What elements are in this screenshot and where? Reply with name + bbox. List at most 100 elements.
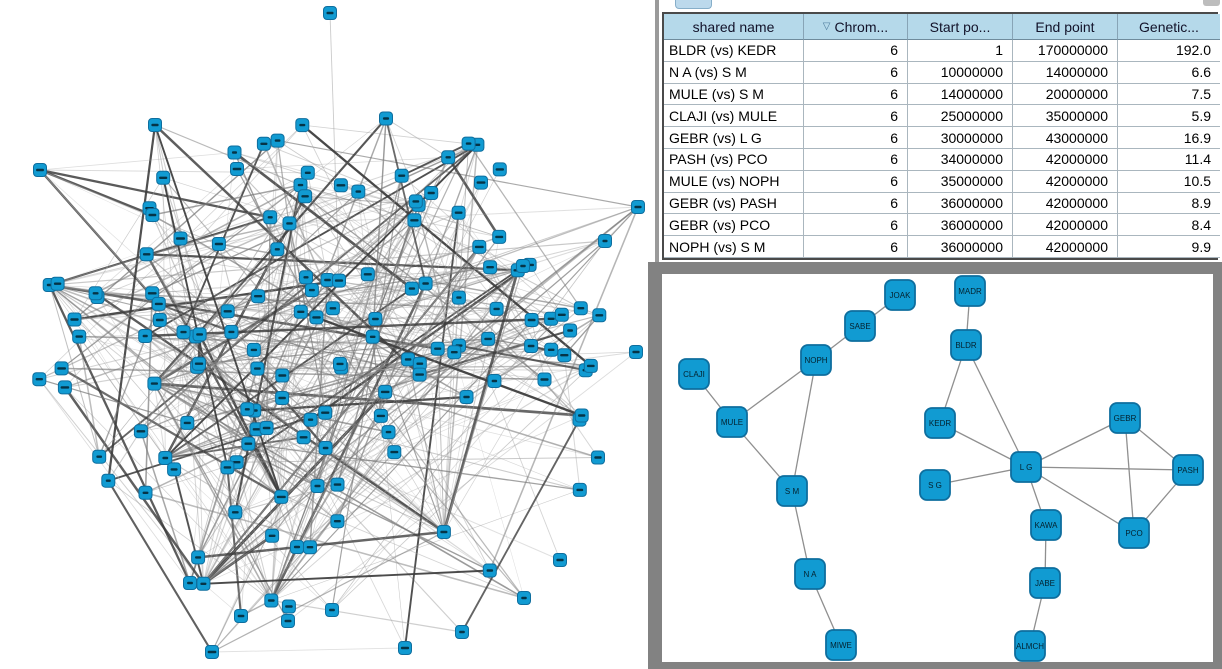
network-edge[interactable] — [271, 599, 463, 633]
network-edge[interactable] — [182, 332, 204, 584]
node-l-g[interactable]: L G — [1010, 451, 1042, 483]
network-node[interactable] — [318, 405, 333, 420]
network-edge[interactable] — [301, 124, 421, 364]
node-mule[interactable]: MULE — [716, 406, 748, 438]
network-node[interactable] — [57, 380, 72, 395]
network-edge[interactable] — [266, 427, 445, 533]
network-node[interactable] — [404, 281, 419, 296]
network-node[interactable] — [167, 462, 182, 477]
network-node[interactable] — [387, 445, 402, 460]
network-edge[interactable] — [299, 185, 339, 485]
network-edge[interactable] — [78, 336, 100, 457]
network-edge[interactable] — [329, 12, 340, 281]
network-edge[interactable] — [202, 534, 273, 585]
network-node[interactable] — [325, 301, 340, 316]
network-node[interactable] — [481, 331, 496, 346]
network-node[interactable] — [430, 341, 445, 356]
network-edge[interactable] — [281, 431, 389, 498]
network-edge[interactable] — [197, 330, 571, 558]
network-node[interactable] — [275, 368, 290, 383]
network-edge[interactable] — [154, 383, 386, 393]
network-edge[interactable] — [198, 333, 283, 498]
network-edge[interactable] — [140, 336, 373, 432]
network-edge[interactable] — [234, 152, 308, 174]
network-node[interactable] — [563, 323, 578, 338]
network-node[interactable] — [517, 591, 531, 605]
main-network-canvas[interactable] — [0, 0, 655, 669]
node-miwe[interactable]: MIWE — [825, 629, 857, 661]
network-edge[interactable] — [162, 177, 229, 468]
network-edge[interactable] — [49, 284, 249, 445]
network-edge[interactable] — [202, 467, 228, 584]
network-edge[interactable] — [300, 310, 583, 417]
network-edge[interactable] — [458, 212, 565, 356]
network-edge[interactable] — [164, 283, 426, 459]
network-node[interactable] — [139, 247, 154, 262]
network-node[interactable] — [220, 304, 235, 319]
network-edge[interactable] — [145, 317, 552, 338]
network-edge[interactable] — [144, 293, 153, 493]
network-edge[interactable] — [154, 383, 580, 491]
network-edge[interactable] — [145, 492, 525, 599]
node-s-m[interactable]: S M — [776, 475, 808, 507]
network-node[interactable] — [281, 599, 296, 614]
network-node[interactable] — [270, 242, 285, 257]
network-edge[interactable] — [256, 184, 302, 369]
network-node[interactable] — [191, 550, 206, 565]
network-node[interactable] — [50, 276, 65, 291]
network-edge[interactable] — [384, 318, 552, 393]
network-edge[interactable] — [95, 292, 497, 310]
network-edge[interactable] — [146, 254, 307, 278]
network-edge[interactable] — [236, 156, 449, 170]
table-row[interactable]: PASH (vs) PCO 6 34000000 42000000 11.4 — [664, 148, 1220, 171]
network-node[interactable] — [298, 189, 313, 204]
network-edge[interactable] — [211, 201, 417, 653]
node-sabe[interactable]: SABE — [844, 310, 876, 342]
network-node[interactable] — [67, 312, 82, 327]
network-node[interactable] — [227, 145, 242, 160]
node-bldr[interactable]: BLDR — [950, 329, 982, 361]
network-node[interactable] — [441, 150, 456, 165]
network-edge[interactable] — [49, 191, 359, 286]
network-node[interactable] — [303, 412, 318, 427]
network-edge[interactable] — [263, 143, 419, 206]
network-edge[interactable] — [211, 647, 406, 653]
network-edge[interactable] — [337, 484, 445, 533]
network-node[interactable] — [220, 460, 235, 475]
network-edge[interactable] — [49, 284, 200, 365]
network-edge[interactable] — [296, 485, 318, 548]
network-node[interactable] — [492, 162, 507, 177]
network-edge[interactable] — [49, 284, 338, 522]
network-edge[interactable] — [39, 169, 460, 346]
network-edge[interactable] — [154, 382, 389, 433]
network-edge[interactable] — [454, 351, 591, 367]
network-edge[interactable] — [165, 457, 311, 548]
network-edge[interactable] — [107, 480, 213, 653]
network-edge[interactable] — [231, 331, 445, 533]
network-edge[interactable] — [270, 204, 420, 601]
network-node[interactable] — [378, 384, 393, 399]
network-edge[interactable] — [248, 443, 580, 491]
network-edge[interactable] — [107, 124, 157, 481]
network-edge[interactable] — [443, 308, 498, 533]
network-edge[interactable] — [61, 367, 545, 381]
network-edge[interactable] — [49, 284, 333, 611]
network-edge[interactable] — [316, 206, 639, 318]
network-edge[interactable] — [151, 144, 478, 294]
network-node[interactable] — [451, 205, 466, 220]
network-edge[interactable] — [300, 184, 532, 347]
network-edge[interactable] — [256, 367, 327, 449]
network-edge[interactable] — [165, 447, 326, 459]
network-node[interactable] — [234, 609, 248, 623]
network-edge[interactable] — [419, 144, 478, 364]
network-edge[interactable] — [489, 206, 639, 571]
node-jabe[interactable]: JABE — [1029, 567, 1061, 599]
network-edge[interactable] — [74, 319, 155, 384]
network-edge[interactable] — [269, 217, 389, 433]
network-edge[interactable] — [425, 182, 482, 284]
network-node[interactable] — [333, 356, 347, 371]
network-edge[interactable] — [149, 208, 338, 522]
network-node[interactable] — [592, 308, 607, 323]
network-edge[interactable] — [203, 345, 460, 585]
network-node[interactable] — [211, 237, 226, 251]
